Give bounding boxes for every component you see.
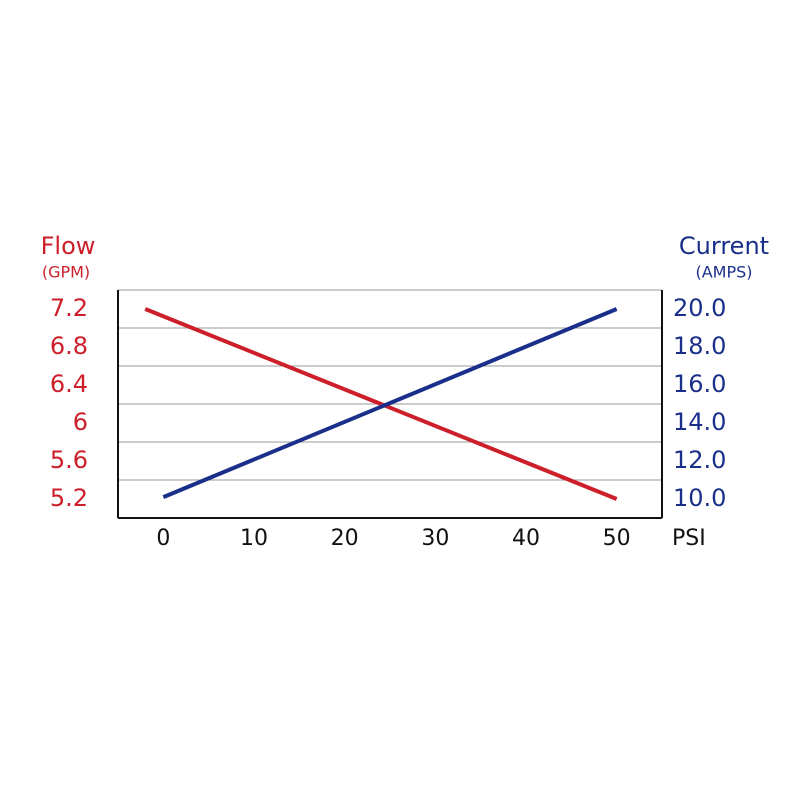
y2-tick-label: 16.0 (673, 370, 726, 398)
y2-tick-label: 20.0 (673, 294, 726, 322)
y-tick-label: 5.2 (50, 484, 88, 512)
y-tick-label: 6.4 (50, 370, 88, 398)
y2-tick-label: 12.0 (673, 446, 726, 474)
x-tick-label: 20 (331, 526, 359, 551)
y-axis-unit: (GPM) (42, 263, 90, 282)
y-axis-title: Flow (41, 232, 96, 260)
x-tick-label: 40 (512, 526, 540, 551)
y-tick-label: 6.8 (50, 332, 88, 360)
y-tick-label: 7.2 (50, 294, 88, 322)
y2-tick-label: 14.0 (673, 408, 726, 436)
data-line (144, 307, 618, 501)
x-axis-title: PSI (672, 526, 706, 551)
x-tick-label: 30 (421, 526, 449, 551)
y2-axis-title: Current (679, 232, 769, 260)
y2-tick-label: 10.0 (673, 484, 726, 512)
y-tick-label: 6 (73, 408, 88, 436)
x-tick-label: 0 (156, 526, 170, 551)
y2-axis-unit: (AMPS) (695, 263, 752, 282)
y2-tick-label: 18.0 (673, 332, 726, 360)
data-line (162, 307, 618, 499)
x-tick-label: 50 (603, 526, 631, 551)
y-tick-label: 5.6 (50, 446, 88, 474)
x-tick-label: 10 (240, 526, 268, 551)
